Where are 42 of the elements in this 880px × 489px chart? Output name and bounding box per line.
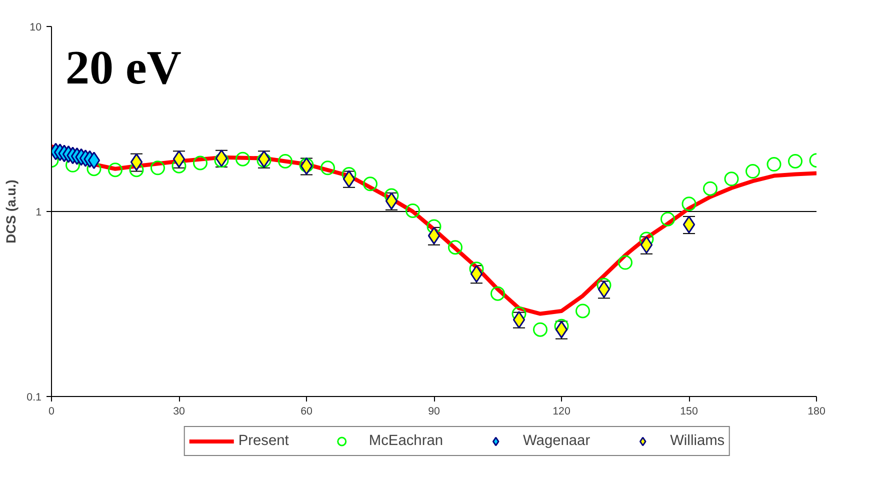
- point: [88, 152, 100, 170]
- point: [278, 154, 292, 168]
- x-tick-label: 30: [173, 406, 185, 418]
- x-tick-label: 0: [48, 406, 55, 418]
- point: [576, 304, 590, 318]
- y-tick-label: 1: [36, 206, 42, 218]
- x-tick-label: 180: [808, 406, 826, 418]
- y-tick-label: 0.1: [26, 392, 42, 404]
- point: [150, 160, 165, 176]
- x-tick-label: 150: [680, 406, 698, 418]
- point: [320, 160, 335, 176]
- chart-title: 20 eV: [66, 42, 182, 94]
- legend-label: Williams: [670, 433, 725, 449]
- point: [533, 322, 548, 337]
- point: [724, 172, 739, 186]
- y-tick-label: 10: [30, 22, 42, 34]
- y-axis-title: DCS (a.u.): [4, 180, 19, 244]
- point: [448, 240, 462, 255]
- legend-label: Wagenaar: [523, 433, 590, 449]
- point: [363, 176, 378, 192]
- point: [703, 181, 718, 196]
- point: [660, 212, 675, 226]
- legend-label: McEachran: [368, 433, 444, 449]
- point: [86, 162, 102, 176]
- legend-label: Present: [238, 433, 289, 449]
- point: [682, 196, 696, 212]
- point: [129, 162, 144, 178]
- x-tick-label: 60: [300, 406, 312, 418]
- point: [746, 164, 760, 179]
- point: [766, 157, 782, 172]
- x-tick-label: 120: [552, 406, 570, 418]
- point: [490, 286, 505, 301]
- point: [193, 156, 208, 170]
- point: [108, 162, 122, 178]
- line-series: [52, 144, 816, 316]
- point: [406, 203, 420, 218]
- point: [236, 152, 250, 166]
- point: [214, 153, 229, 168]
- point: [426, 219, 442, 234]
- x-tick-label: 90: [428, 406, 440, 418]
- point: [788, 154, 802, 168]
- point: [618, 255, 632, 270]
